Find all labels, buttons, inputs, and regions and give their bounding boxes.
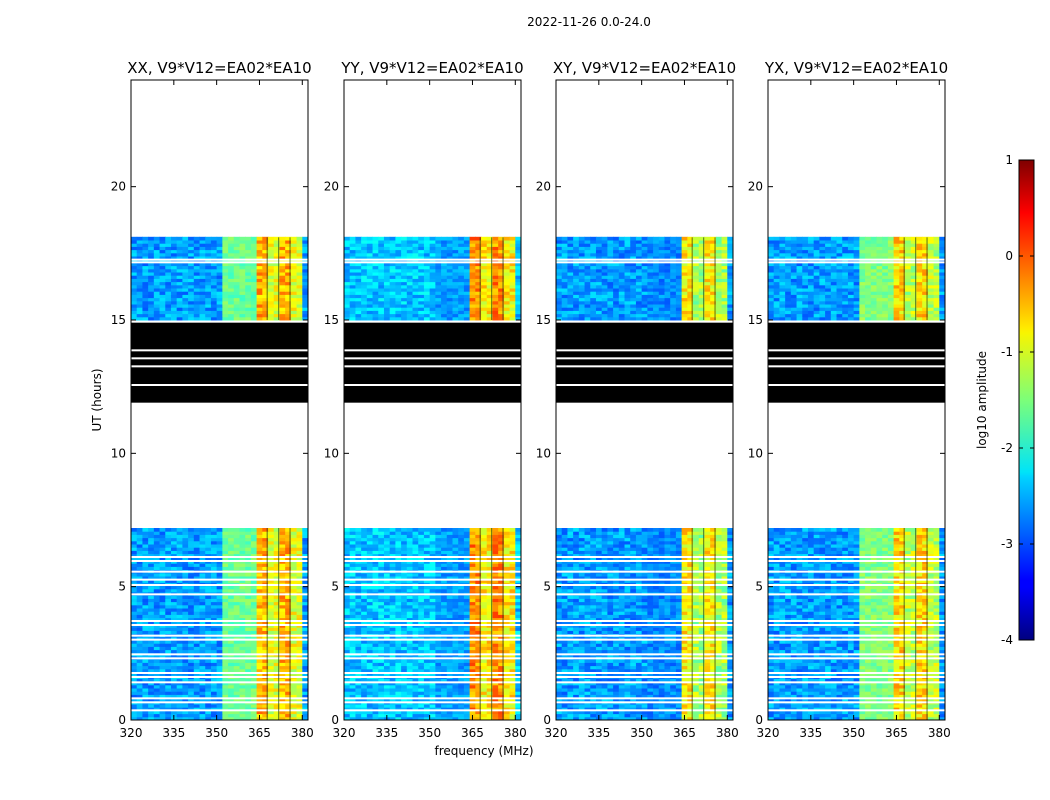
- panel-title: XY, V9*V12=EA02*EA10: [553, 59, 736, 77]
- x-tick-label: 335: [587, 726, 610, 740]
- panel-frame: [130, 79, 309, 721]
- panel-title: YX, V9*V12=EA02*EA10: [764, 59, 948, 77]
- flagged-region: [768, 322, 945, 403]
- spectrogram-3: [768, 236, 945, 720]
- flagged-region: [131, 322, 308, 403]
- panel-title: XX, V9*V12=EA02*EA10: [127, 59, 311, 77]
- y-tick-label: 20: [748, 180, 763, 194]
- flagged-region: [344, 322, 521, 403]
- spectrogram-2: [556, 236, 733, 720]
- x-tick-label: 380: [716, 726, 739, 740]
- panel-2: XY, V9*V12=EA02*EA10 320 335 350 365 380 0 5 10 1…: [536, 59, 739, 740]
- panel-3: YX, V9*V12=EA02*EA10 320 335 350 365 380 0 5 10 1…: [748, 59, 951, 740]
- x-tick-label: 320: [120, 726, 143, 740]
- x-tick-label: 365: [885, 726, 908, 740]
- colorbar-label: log10 amplitude: [975, 351, 989, 449]
- y-tick-label: 15: [748, 313, 763, 327]
- y-tick-label: 20: [111, 180, 126, 194]
- x-tick-label: 320: [333, 726, 356, 740]
- x-tick-label: 380: [291, 726, 314, 740]
- figure-suptitle: 2022-11-26 0.0-24.0: [527, 15, 651, 29]
- x-tick-label: 350: [418, 726, 441, 740]
- y-axis-label: UT (hours): [90, 368, 104, 431]
- colorbar-tick-label: -1: [1001, 345, 1013, 359]
- y-tick-label: 10: [748, 446, 763, 460]
- x-tick-label: 380: [928, 726, 951, 740]
- panel-0: XX, V9*V12=EA02*EA10 320 335 350 365 380 0 5 10 1…: [111, 59, 314, 740]
- panel-1: YY, V9*V12=EA02*EA10 320 335 350 365 380 0 5 10 1…: [324, 59, 527, 740]
- y-tick-label: 20: [536, 180, 551, 194]
- x-tick-label: 335: [375, 726, 398, 740]
- panel-frame: [767, 79, 946, 721]
- y-tick-label: 5: [543, 580, 551, 594]
- colorbar-gradient: [1018, 159, 1035, 641]
- x-tick-label: 350: [842, 726, 865, 740]
- colorbar: 1 0 -1 -2 -3 -4: [1001, 153, 1035, 647]
- x-tick-label: 320: [757, 726, 780, 740]
- flagged-region: [556, 322, 733, 403]
- y-tick-label: 15: [111, 313, 126, 327]
- x-tick-label: 365: [248, 726, 271, 740]
- panel-frame: [555, 79, 734, 721]
- y-tick-label: 15: [324, 313, 339, 327]
- colorbar-tick-label: -2: [1001, 441, 1013, 455]
- panel-frame: [343, 79, 522, 721]
- y-tick-label: 10: [324, 446, 339, 460]
- x-tick-label: 335: [799, 726, 822, 740]
- colorbar-tick-label: -4: [1001, 633, 1013, 647]
- x-tick-label: 320: [545, 726, 568, 740]
- y-tick-label: 10: [536, 446, 551, 460]
- colorbar-tick-label: -3: [1001, 537, 1013, 551]
- x-tick-label: 335: [162, 726, 185, 740]
- x-tick-label: 365: [461, 726, 484, 740]
- panels-group: XX, V9*V12=EA02*EA10 320 335 350 365 380 0 5 10 1…: [111, 59, 951, 740]
- y-tick-label: 0: [331, 713, 339, 727]
- y-tick-label: 10: [111, 446, 126, 460]
- spectrogram-1: [344, 236, 521, 720]
- x-tick-label: 350: [630, 726, 653, 740]
- y-tick-label: 5: [755, 580, 763, 594]
- x-axis-label: frequency (MHz): [434, 744, 533, 758]
- y-tick-label: 0: [755, 713, 763, 727]
- y-tick-label: 15: [536, 313, 551, 327]
- y-tick-label: 5: [118, 580, 126, 594]
- x-tick-label: 380: [504, 726, 527, 740]
- y-tick-label: 20: [324, 180, 339, 194]
- colorbar-tick-label: 1: [1005, 153, 1013, 167]
- x-tick-label: 350: [205, 726, 228, 740]
- y-tick-label: 0: [118, 713, 126, 727]
- panel-title: YY, V9*V12=EA02*EA10: [340, 59, 523, 77]
- y-tick-label: 5: [331, 580, 339, 594]
- x-tick-label: 365: [673, 726, 696, 740]
- spectrogram-0: [131, 236, 308, 720]
- y-tick-label: 0: [543, 713, 551, 727]
- colorbar-tick-label: 0: [1005, 249, 1013, 263]
